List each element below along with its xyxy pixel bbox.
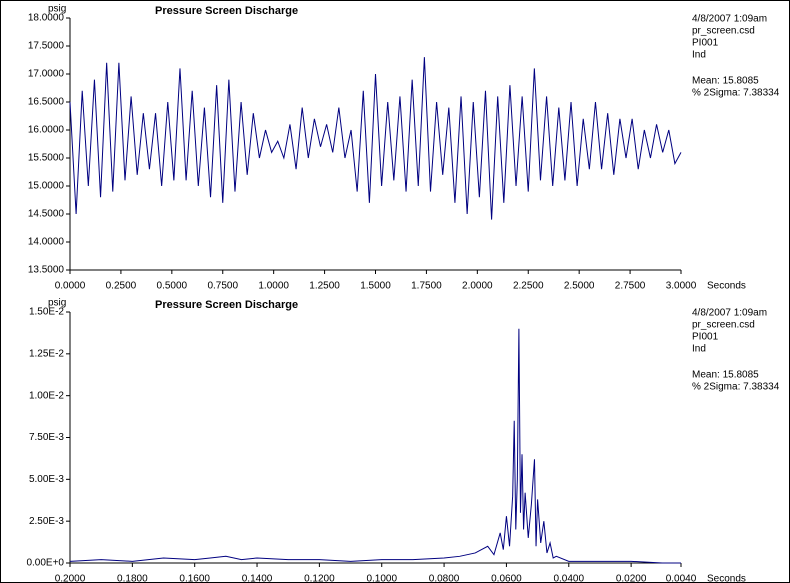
y-tick-label: 14.0000 (28, 237, 65, 248)
y-tick-label: 16.5000 (28, 97, 65, 108)
annotation: PI001 (692, 38, 719, 49)
x-tick-label: 2.5000 (564, 281, 595, 292)
x-tick-label: 1.5000 (360, 281, 391, 292)
x-tick-label: 0.1600 (179, 574, 210, 583)
y-axis-label: psig (48, 4, 66, 15)
x-tick-label: 0.1800 (117, 574, 148, 583)
x-axis-label: Seconds (707, 281, 746, 292)
y-tick-label: 1.50E-2 (29, 307, 64, 318)
y-tick-label: 1.00E-2 (29, 390, 64, 401)
x-tick-label: 0.0040 (666, 574, 697, 583)
x-tick-label: 0.7500 (207, 281, 238, 292)
x-tick-label: 2.2500 (513, 281, 544, 292)
y-tick-label: 18.0000 (28, 13, 65, 24)
annotation: 4/8/2007 1:09am (692, 14, 767, 25)
x-tick-label: 2.0000 (462, 281, 493, 292)
annotation: Mean: 15.8085 (692, 370, 759, 381)
y-tick-label: 1.25E-2 (29, 348, 64, 359)
x-tick-label: 0.2500 (106, 281, 137, 292)
y-tick-label: 15.5000 (28, 153, 65, 164)
x-tick-label: 2.7500 (615, 281, 646, 292)
x-tick-label: 0.0200 (616, 574, 647, 583)
y-tick-label: 16.0000 (28, 125, 65, 136)
y-tick-label: 7.50E-3 (29, 432, 64, 443)
data-line (69, 328, 681, 564)
annotation: PI001 (692, 332, 719, 343)
chart-title: Pressure Screen Discharge (155, 299, 298, 311)
annotation: pr_screen.csd (692, 320, 755, 331)
chart-title: Pressure Screen Discharge (155, 5, 298, 17)
data-line (69, 57, 682, 220)
annotation: 4/8/2007 1:09am (692, 308, 767, 319)
y-tick-label: 0.00E+0 (26, 558, 64, 569)
x-tick-label: 0.2000 (55, 574, 86, 583)
x-tick-label: 0.5000 (157, 281, 188, 292)
y-tick-label: 13.5000 (28, 265, 65, 276)
y-tick-label: 14.5000 (28, 209, 65, 220)
y-tick-label: 17.0000 (28, 69, 65, 80)
y-tick-label: 15.0000 (28, 181, 65, 192)
x-tick-label: 1.0000 (258, 281, 289, 292)
x-tick-label: 1.7500 (411, 281, 442, 292)
x-tick-label: 0.0000 (55, 281, 86, 292)
x-tick-label: 0.1200 (304, 574, 335, 583)
y-tick-label: 17.5000 (28, 41, 65, 52)
annotation: % 2Sigma: 7.38334 (692, 88, 780, 99)
annotation: Mean: 15.8085 (692, 76, 759, 87)
annotation: pr_screen.csd (692, 26, 755, 37)
y-tick-label: 5.00E-3 (29, 474, 64, 485)
x-axis-label: Seconds (707, 574, 746, 583)
x-tick-label: 0.0600 (491, 574, 522, 583)
x-tick-label: 0.0400 (553, 574, 584, 583)
x-tick-label: 1.2500 (309, 281, 340, 292)
annotation: % 2Sigma: 7.38334 (692, 382, 780, 393)
y-tick-label: 2.50E-3 (29, 516, 64, 527)
y-axis-label: psig (48, 298, 66, 309)
x-tick-label: 0.0800 (429, 574, 460, 583)
annotation: Ind (692, 50, 706, 61)
x-tick-label: 0.1400 (242, 574, 273, 583)
x-tick-label: 3.0000 (666, 281, 697, 292)
x-tick-label: 0.1000 (366, 574, 397, 583)
annotation: Ind (692, 344, 706, 355)
